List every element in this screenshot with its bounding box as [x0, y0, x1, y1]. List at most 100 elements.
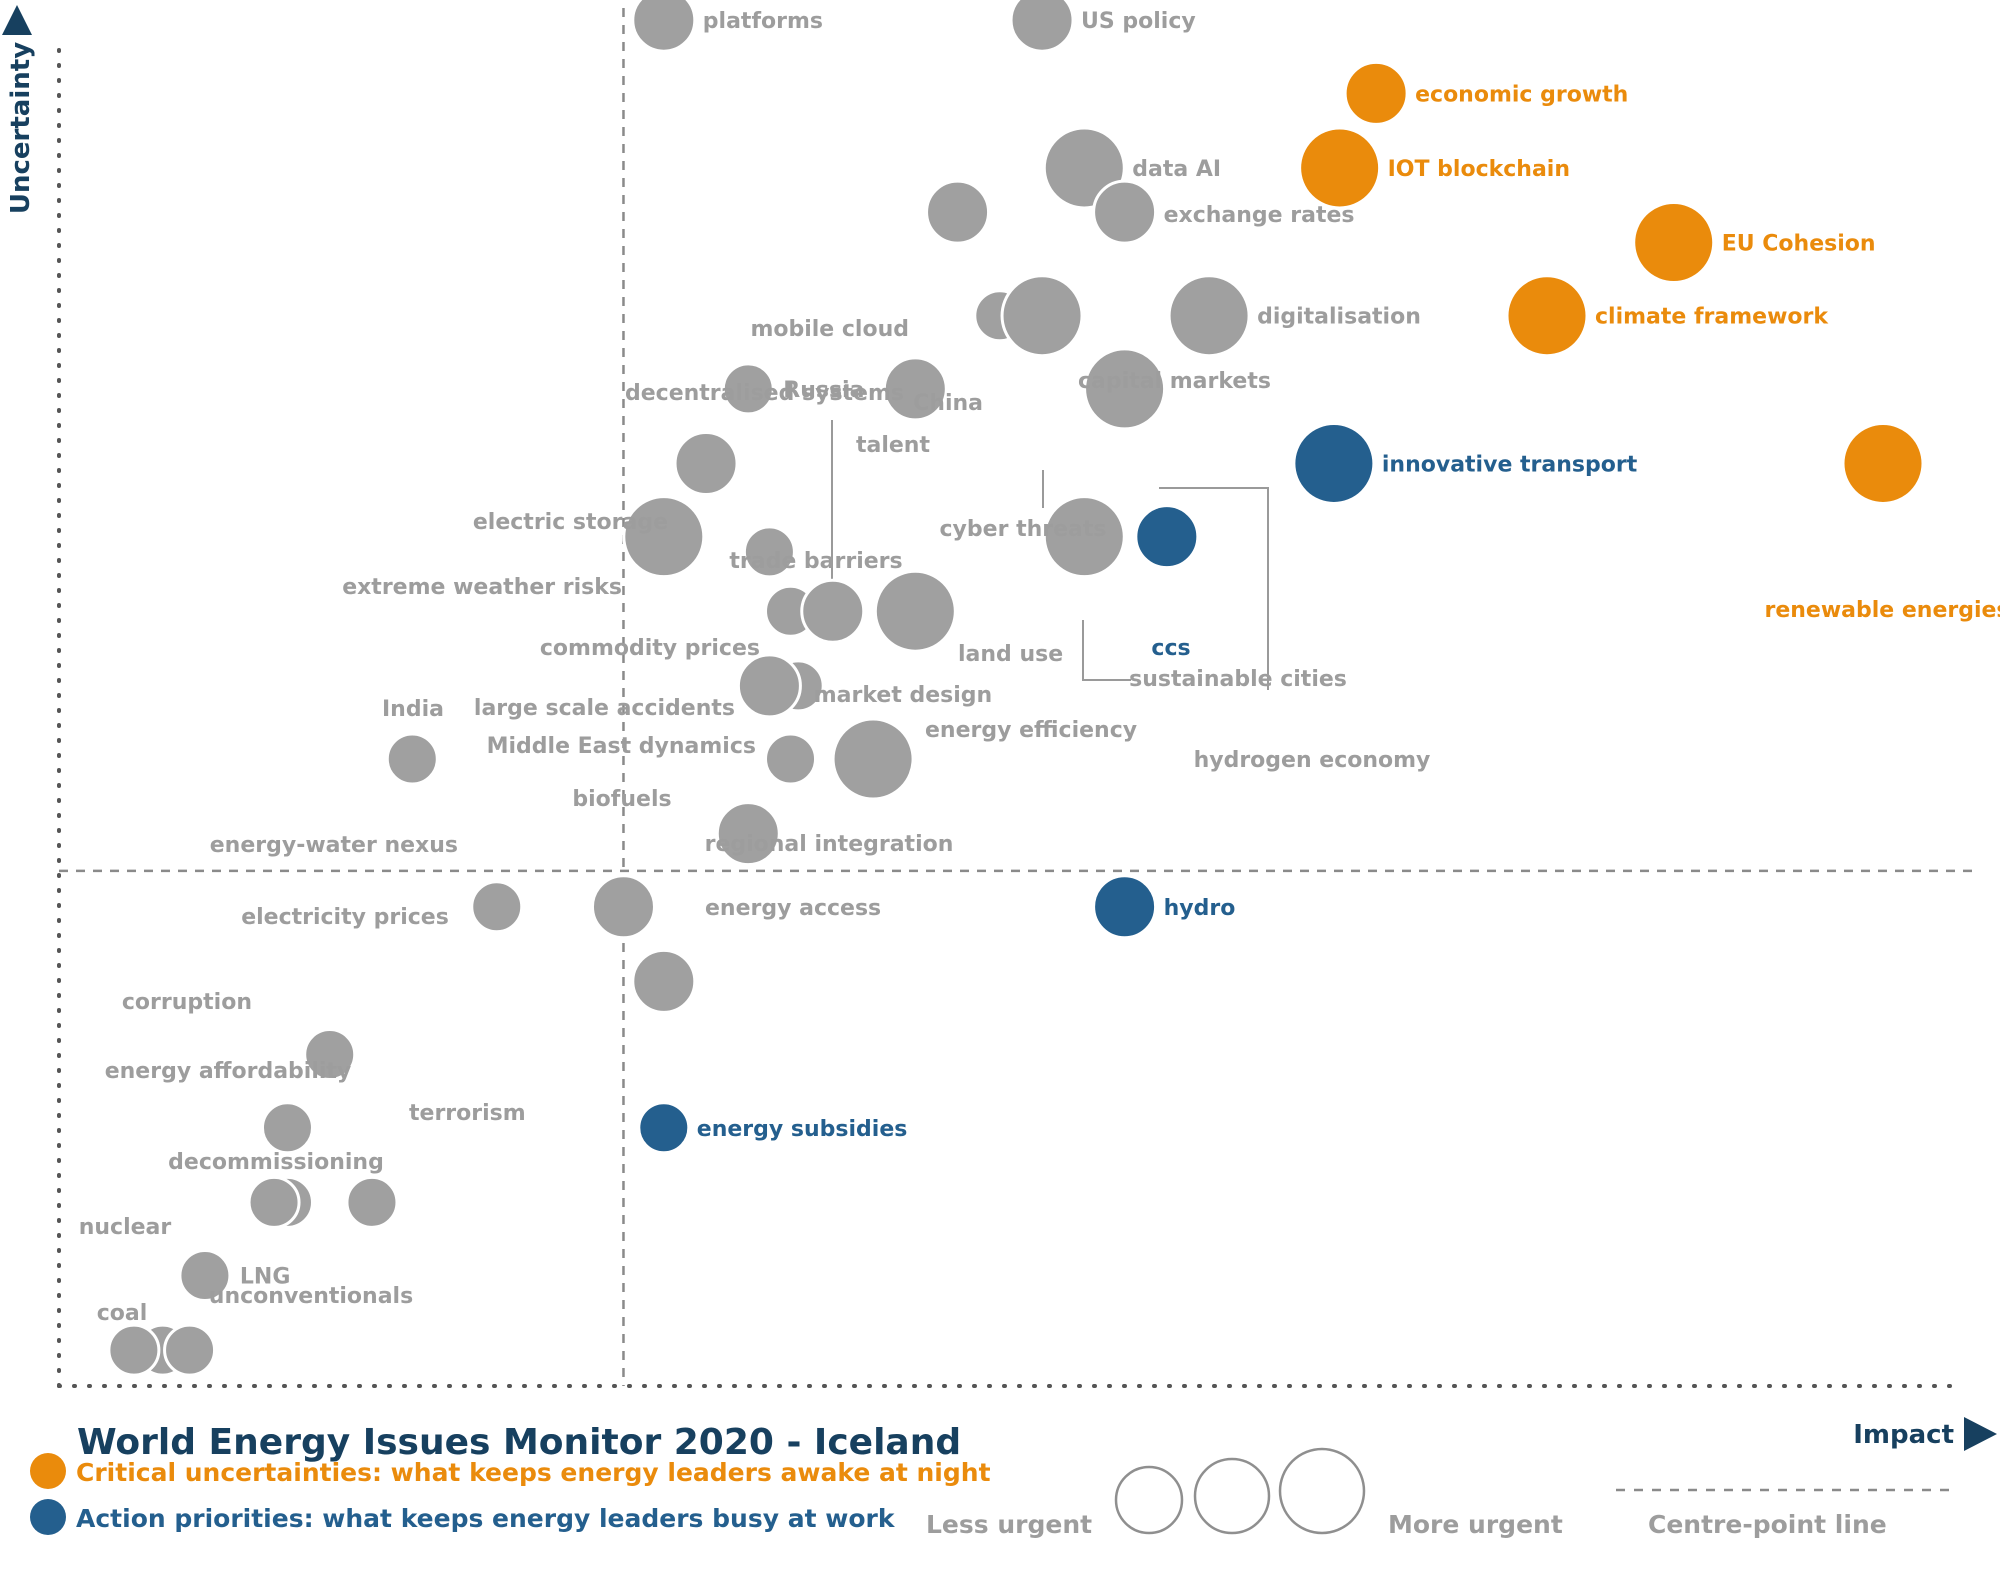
bubble-us-policy: [1009, 0, 1075, 53]
legend-critical-dot: [30, 1453, 66, 1489]
label-commodity-prices: commodity prices: [540, 636, 760, 661]
bubble-electric-storage: [673, 430, 739, 496]
label-trade-barriers: trade barriers: [729, 549, 902, 574]
label-digitalisation: digitalisation: [1257, 305, 1421, 330]
bubble-lng: [178, 1249, 232, 1303]
label-china: China: [913, 391, 983, 416]
label-terrorism: terrorism: [409, 1101, 526, 1126]
label-large-scale-accidents: large scale accidents: [474, 696, 735, 721]
bubble-biofuels: [590, 874, 656, 940]
bubble-energy-subsidies: [637, 1101, 691, 1155]
legend-less-urgent: Less urgent: [926, 1510, 1092, 1539]
bubble-iot-blockchain: [1298, 126, 1382, 210]
bubble-electricity-prices: [303, 1028, 357, 1082]
bubble-renewable-energies: [1841, 421, 1925, 505]
bubble-digitalisation: [1167, 274, 1251, 358]
label-data-ai: data AI: [1132, 157, 1221, 182]
leader-line-hydrogen-economy: [1159, 487, 1269, 690]
bubble-climate-framework: [1505, 274, 1589, 358]
label-energy-affordability: energy affordability: [105, 1059, 352, 1084]
bubble-energy-efficiency: [831, 717, 915, 801]
label-market-design: market design: [814, 683, 992, 708]
bubble-trade-barriers: [742, 525, 796, 579]
label-russia: Russia: [783, 378, 864, 403]
label-hydro: hydro: [1164, 896, 1236, 921]
bubble-talent: [882, 356, 948, 422]
leader-lines: [808, 420, 1269, 695]
label-land-use: land use: [958, 642, 1063, 667]
legend: Critical uncertainties: what keeps energ…: [30, 1447, 1950, 1539]
legend-action-dot: [30, 1499, 66, 1535]
legend-size-circle-1: [1114, 1465, 1184, 1535]
label-nuclear: nuclear: [79, 1215, 172, 1240]
label-lng: LNG: [240, 1265, 290, 1290]
axes: Uncertainty Impact World Energy Issues Mon…: [2, 5, 1997, 1463]
legend-size-circle-3: [1278, 1447, 1366, 1535]
label-talent: talent: [856, 433, 930, 458]
label-platforms: platforms: [703, 9, 823, 34]
y-axis-arrow-icon: [2, 5, 32, 35]
bubble-russia: [721, 362, 775, 416]
bubble-large-scale-accidents: [736, 653, 802, 719]
bubble-india: [385, 732, 439, 786]
bubble-corruption: [260, 1101, 314, 1155]
legend-more-urgent: More urgent: [1388, 1510, 1563, 1539]
x-axis-arrow-icon: [1964, 1417, 1997, 1451]
bubbles: [107, 0, 1925, 1377]
label-iot-blockchain: IOT blockchain: [1388, 157, 1570, 182]
chart-title: World Energy Issues Monitor 2020 - Icela…: [77, 1422, 961, 1463]
bubble-labels: platforms US policy economic growth data AI…: [79, 9, 2000, 1326]
bubble-economic-growth: [1343, 60, 1409, 126]
x-axis-label: Impact: [1853, 1420, 1954, 1450]
label-exchange-rates: exchange rates: [1164, 203, 1355, 228]
bubble-hydro: [1092, 874, 1158, 940]
bubble-exchange-rates: [1092, 179, 1158, 245]
bubble-ccs: [1134, 504, 1200, 570]
label-capital-markets: capital markets: [1078, 369, 1271, 394]
bubble-decentralised-systems: [1000, 274, 1084, 358]
bubble-mobile-cloud: [925, 179, 991, 245]
label-decentralised-systems: decentralised systems: [625, 381, 904, 406]
label-mobile-cloud: mobile cloud: [750, 317, 909, 342]
label-economic-growth: economic growth: [1415, 82, 1628, 107]
label-unconventionals: unconventionals: [209, 1284, 413, 1309]
bubble-cyber-threats: [1083, 347, 1167, 431]
bubble-unconventionals: [163, 1323, 217, 1377]
bubble-energy-water-nexus: [470, 880, 524, 934]
label-energy-subsidies: energy subsidies: [697, 1117, 908, 1142]
label-regional-integration: regional integration: [705, 832, 954, 857]
legend-centre-line-text: Centre-point line: [1648, 1510, 1887, 1539]
label-corruption: corruption: [122, 990, 252, 1015]
bubble-middle-east-dynamics: [764, 732, 818, 786]
bubble-sustainable-cities: [1042, 495, 1126, 579]
legend-size-circle-2: [1193, 1457, 1271, 1535]
label-india: India: [382, 697, 444, 722]
label-energy-water-nexus: energy-water nexus: [210, 833, 458, 858]
label-energy-access: energy access: [705, 896, 881, 921]
bubble-hydrogen-economy: [800, 578, 866, 644]
label-climate-framework: climate framework: [1595, 305, 1829, 330]
label-sustainable-cities: sustainable cities: [1129, 667, 1347, 692]
label-renewable-energies: renewable energies: [1764, 598, 2000, 623]
legend-critical-text: Critical uncertainties: what keeps energ…: [76, 1458, 991, 1487]
bubble-platforms: [631, 0, 697, 53]
label-innovative-transport: innovative transport: [1382, 452, 1638, 477]
label-decommissioning: decommissioning: [168, 1150, 384, 1175]
bubble-energy-access: [631, 948, 697, 1014]
legend-action-text: Action priorities: what keeps energy lea…: [76, 1504, 896, 1533]
label-us-policy: US policy: [1081, 9, 1196, 34]
bubble-coal: [107, 1323, 161, 1377]
bubble-extreme-weather-risks: [622, 495, 706, 579]
label-energy-efficiency: energy efficiency: [925, 718, 1137, 743]
label-eu-cohesion: EU Cohesion: [1722, 232, 1876, 257]
label-cyber-threats: cyber threats: [940, 517, 1107, 542]
label-ccs: ccs: [1151, 636, 1190, 661]
label-middle-east-dynamics: Middle East dynamics: [487, 734, 756, 759]
label-biofuels: biofuels: [572, 787, 671, 812]
y-axis-label: Uncertainty: [6, 42, 36, 214]
label-extreme-weather-risks: extreme weather risks: [342, 575, 622, 600]
label-coal: coal: [97, 1301, 148, 1326]
bubble-regional-integration: [715, 801, 781, 867]
label-electricity-prices: electricity prices: [241, 905, 449, 930]
